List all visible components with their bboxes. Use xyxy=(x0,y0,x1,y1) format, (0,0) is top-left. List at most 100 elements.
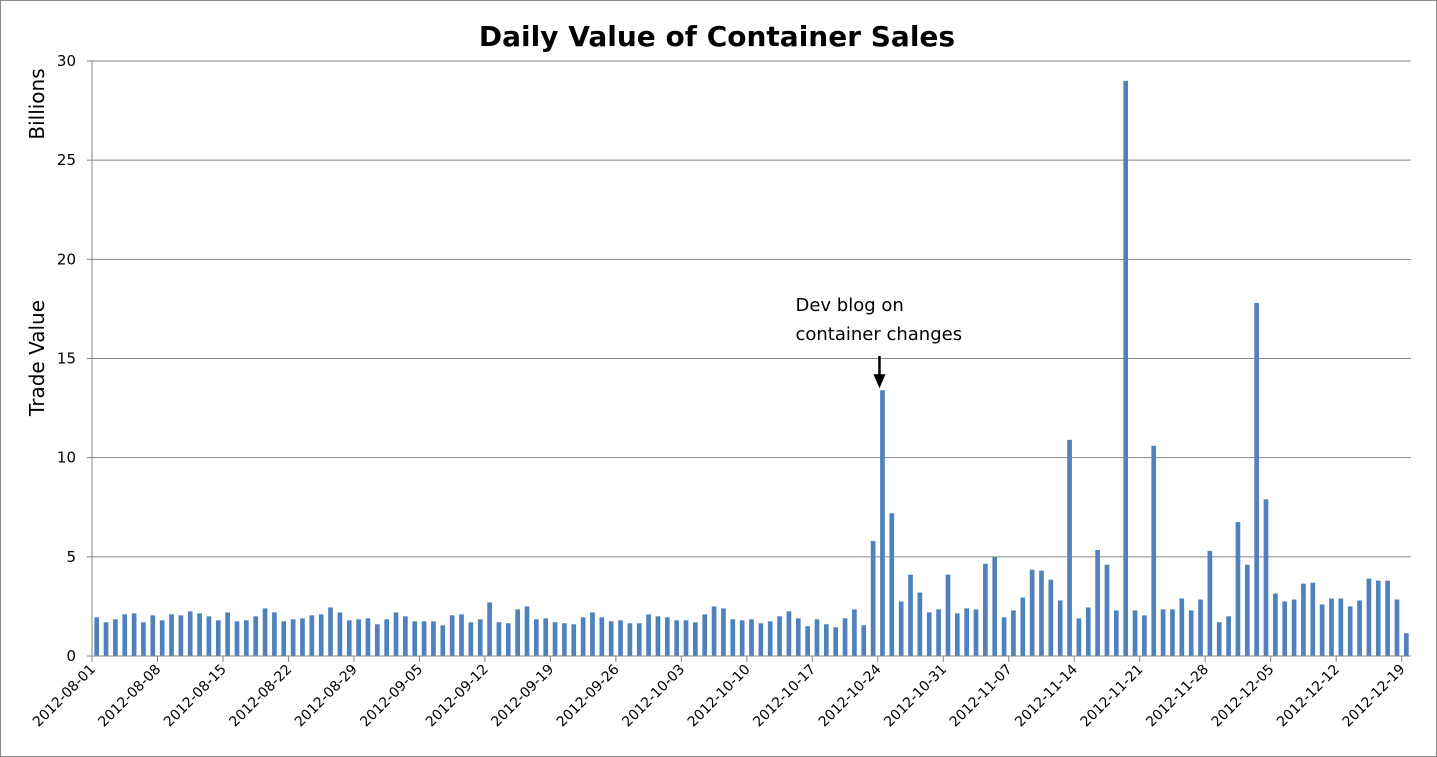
bar xyxy=(758,623,764,656)
bar xyxy=(1123,80,1129,656)
bar xyxy=(113,619,118,656)
bar xyxy=(1076,618,1082,656)
bar xyxy=(702,614,708,656)
bar xyxy=(1347,606,1353,656)
x-tick-label: 2012-11-28 xyxy=(1143,662,1212,731)
bar xyxy=(197,613,202,656)
bar xyxy=(487,602,492,656)
x-tick-label: 2012-11-21 xyxy=(1078,662,1147,731)
bar xyxy=(1366,578,1372,656)
bar xyxy=(1319,604,1325,656)
bar xyxy=(730,619,736,656)
bar xyxy=(926,612,932,656)
bar xyxy=(374,624,380,656)
bar xyxy=(244,620,249,656)
bar xyxy=(337,612,343,656)
bar xyxy=(739,620,745,656)
bar xyxy=(524,606,530,656)
bar xyxy=(1403,633,1409,656)
bar xyxy=(852,609,857,656)
bar xyxy=(309,615,315,656)
x-tick-label: 2012-09-05 xyxy=(357,662,426,731)
bar xyxy=(721,608,726,656)
bar xyxy=(1057,600,1063,656)
bar xyxy=(1226,616,1231,656)
bar xyxy=(543,618,549,656)
bar xyxy=(1179,598,1185,656)
bar xyxy=(365,618,371,656)
y-tick-label: 15 xyxy=(57,350,76,368)
x-tick-label: 2012-10-03 xyxy=(619,662,688,731)
bar xyxy=(664,617,670,656)
bar xyxy=(515,609,520,656)
y-ticks: 0 5 10 15 20 25 30 xyxy=(57,52,92,665)
bar xyxy=(431,621,436,656)
bar xyxy=(468,622,474,656)
x-tick-label: 2012-10-17 xyxy=(750,662,819,731)
bar xyxy=(655,616,661,656)
bar xyxy=(1142,615,1147,656)
bar xyxy=(505,623,511,656)
gridlines xyxy=(92,60,1411,558)
x-tick-label: 2012-08-22 xyxy=(226,662,295,731)
x-tick-label: 2012-08-08 xyxy=(95,662,164,731)
x-tick-label: 2012-12-12 xyxy=(1274,662,1343,731)
bar xyxy=(1338,598,1344,656)
x-tick-label: 2012-10-10 xyxy=(685,662,754,731)
annotation-line: Dev blog on xyxy=(795,295,903,316)
bar xyxy=(1273,593,1278,656)
x-ticks: 2012-08-012012-08-082012-08-152012-08-22… xyxy=(30,656,1408,730)
bar xyxy=(1132,610,1138,656)
bar xyxy=(94,617,100,656)
bar xyxy=(870,540,876,656)
bar xyxy=(169,614,174,656)
x-tick-label: 2012-12-19 xyxy=(1340,662,1409,731)
bar xyxy=(459,614,464,656)
bar xyxy=(150,615,156,656)
bar xyxy=(1020,597,1026,656)
x-tick-label: 2012-09-26 xyxy=(554,661,623,730)
bar xyxy=(983,563,988,656)
bar xyxy=(861,625,867,656)
bar xyxy=(534,619,539,656)
bar xyxy=(477,619,483,656)
bar xyxy=(674,620,679,656)
bar xyxy=(496,622,502,656)
bar xyxy=(1029,569,1035,656)
bar xyxy=(1263,499,1269,656)
bar xyxy=(103,622,109,656)
bar xyxy=(683,620,689,656)
y-tick-label: 30 xyxy=(57,52,76,70)
bar xyxy=(580,617,586,656)
bar xyxy=(1310,582,1316,656)
bar xyxy=(384,619,390,656)
bar xyxy=(973,609,979,656)
x-tick-label: 2012-08-15 xyxy=(161,662,230,731)
annotation-arrow-head xyxy=(873,374,886,389)
bar xyxy=(833,627,839,656)
bar xyxy=(234,621,240,656)
bar xyxy=(608,621,614,656)
bar xyxy=(552,622,558,656)
bar xyxy=(122,614,128,656)
bar xyxy=(356,619,361,656)
x-tick-label: 2012-10-31 xyxy=(881,662,950,731)
bar xyxy=(1011,610,1016,656)
x-tick-label: 2012-09-19 xyxy=(488,662,557,731)
bar xyxy=(646,614,651,656)
bar xyxy=(1039,570,1044,656)
bar xyxy=(393,612,399,656)
bar xyxy=(141,622,146,656)
bar xyxy=(693,622,698,656)
bar xyxy=(1301,583,1306,656)
bar xyxy=(1001,617,1007,656)
y-tick-label: 20 xyxy=(57,250,76,268)
bar xyxy=(421,621,427,656)
bar xyxy=(908,574,913,656)
bar xyxy=(1291,599,1297,656)
bar xyxy=(1067,439,1072,656)
bar xyxy=(281,621,287,656)
bar xyxy=(842,618,848,656)
y-tick-label: 25 xyxy=(57,151,76,169)
